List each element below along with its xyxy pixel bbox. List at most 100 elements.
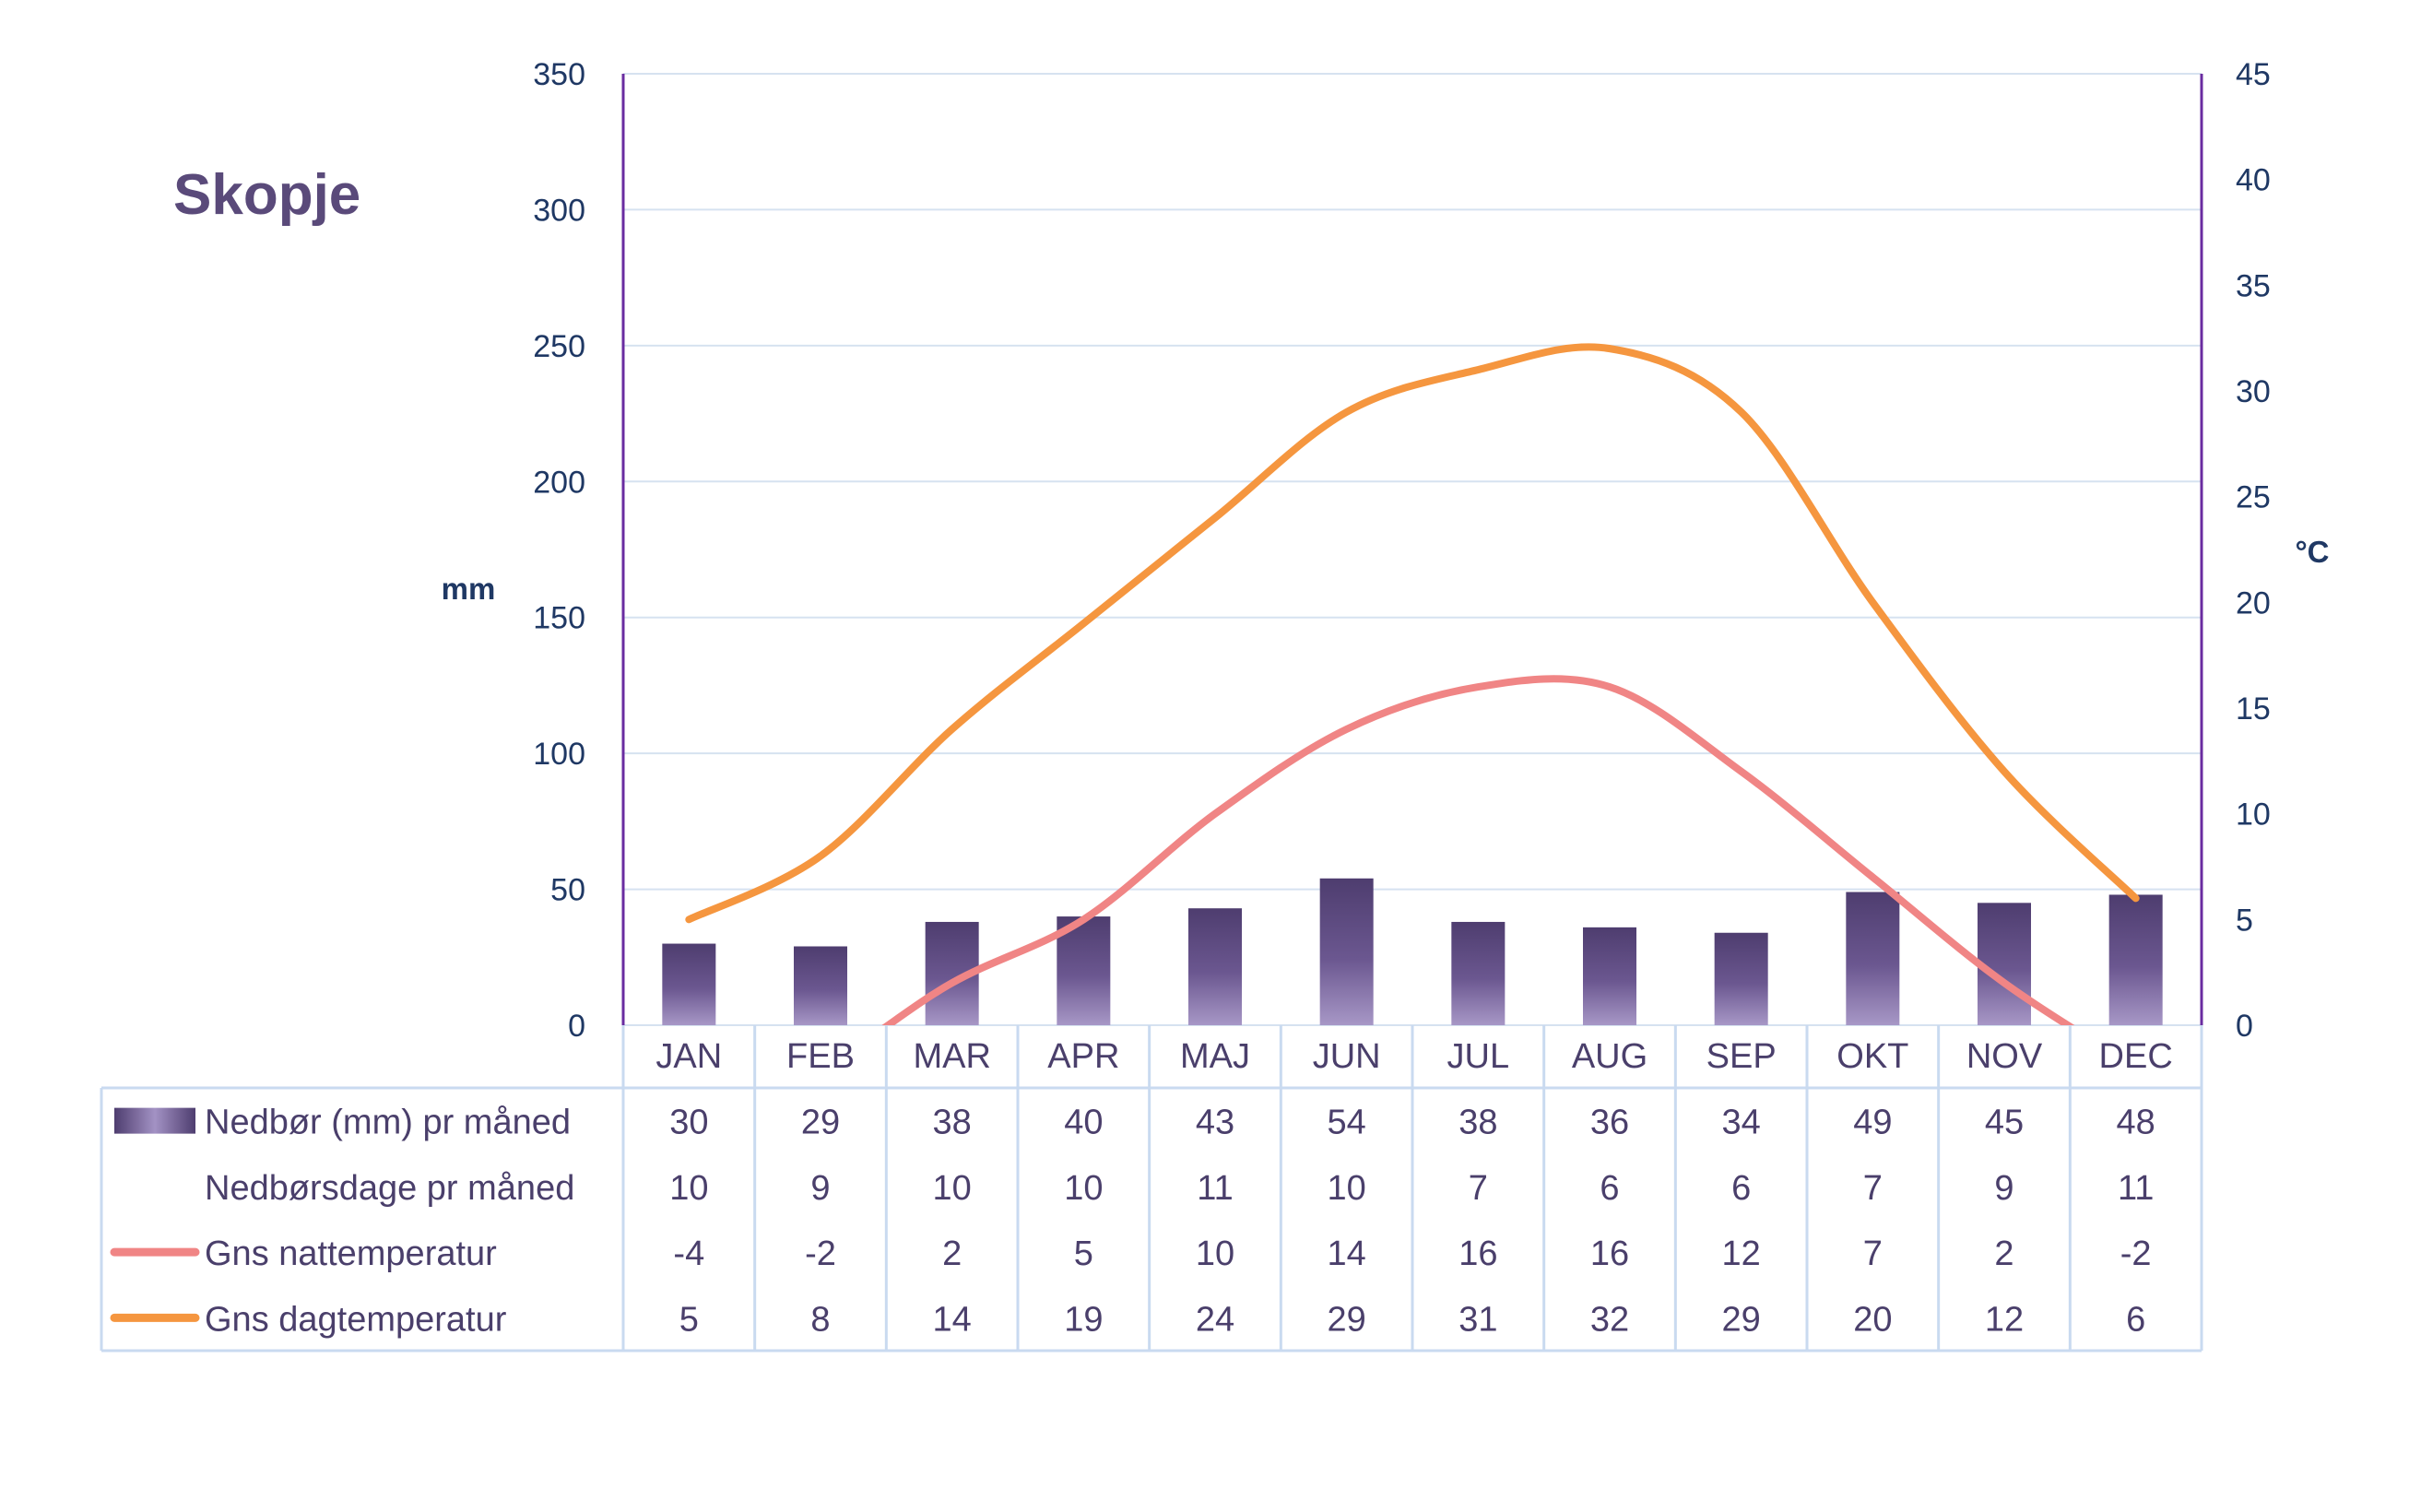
table-value: 5	[679, 1300, 699, 1339]
category-label: AUG	[1572, 1037, 1647, 1076]
table-value: 24	[1196, 1300, 1234, 1339]
precipitation-bar	[1846, 892, 1900, 1025]
table-value: 11	[1197, 1169, 1233, 1208]
precipitation-bar	[1188, 908, 1242, 1025]
table-value: 9	[810, 1169, 830, 1208]
table-value: 14	[933, 1300, 972, 1339]
right-tick-label: 5	[2236, 903, 2253, 938]
table-value: 6	[1600, 1169, 1619, 1208]
left-axis-ticks: 0 50 100 150 200 250 300 350	[533, 57, 585, 1044]
table-value: 12	[1722, 1234, 1761, 1273]
table-value: 6	[1731, 1169, 1751, 1208]
table-value: 20	[1853, 1300, 1892, 1339]
table-value: 16	[1590, 1234, 1629, 1273]
left-tick-label: 50	[550, 873, 585, 908]
category-label: APR	[1047, 1037, 1119, 1076]
gridlines	[623, 73, 2202, 1026]
series-label: Nedbør (mm) pr måned	[205, 1104, 571, 1142]
table-value: 36	[1590, 1104, 1629, 1142]
table-value: 29	[1722, 1300, 1761, 1339]
table-value: 38	[1458, 1104, 1497, 1142]
precipitation-bar	[2108, 894, 2163, 1025]
category-label: NOV	[1966, 1037, 2043, 1076]
table-value: 29	[1328, 1300, 1366, 1339]
table-value: 14	[1328, 1234, 1366, 1273]
category-label: OKT	[1836, 1037, 1908, 1076]
table-value: 31	[1458, 1300, 1497, 1339]
table-value: 19	[1064, 1300, 1103, 1339]
table-value: 6	[2126, 1300, 2145, 1339]
table-value: 2	[1994, 1234, 2013, 1273]
right-axis-ticks: 0 5 10 15 20 25 30 35 40 45	[2236, 57, 2271, 1044]
table-value: 48	[2117, 1104, 2155, 1142]
legend-key-bar	[114, 1107, 195, 1134]
line-gns-dagtemperatur	[685, 343, 2140, 924]
precipitation-bar	[1978, 903, 2031, 1025]
temperature-lines	[685, 343, 2140, 1025]
table-value: 11	[2118, 1169, 2154, 1208]
right-axis-label: °C	[2295, 535, 2329, 569]
table-value: 34	[1722, 1104, 1761, 1142]
right-tick-label: 45	[2236, 57, 2271, 92]
precipitation-bar	[1451, 921, 1506, 1025]
precipitation-bar	[1319, 878, 1374, 1025]
table-value: 32	[1590, 1300, 1629, 1339]
right-tick-label: 30	[2236, 374, 2271, 409]
table-value: 7	[1469, 1169, 1488, 1208]
category-label: JAN	[655, 1037, 722, 1076]
series-label: Nedbørsdage pr måned	[205, 1169, 574, 1208]
table-value: 10	[669, 1169, 708, 1208]
right-tick-label: 0	[2236, 1009, 2253, 1044]
chart-title: Skopje	[173, 163, 360, 227]
data-table: JAN FEB MAR APR MAJ JUN JUL AUG SEP OKT NOV DEC Nedb…	[100, 1025, 2203, 1353]
table-value: 30	[669, 1104, 708, 1142]
table-value: 10	[933, 1169, 972, 1208]
precipitation-bar	[662, 943, 716, 1025]
precipitation-bar	[1057, 916, 1111, 1025]
right-tick-label: 25	[2236, 480, 2271, 515]
left-tick-label: 100	[533, 737, 585, 772]
right-tick-label: 40	[2236, 163, 2271, 198]
category-label: MAR	[913, 1037, 990, 1076]
left-tick-label: 300	[533, 193, 585, 228]
table-value: 10	[1328, 1169, 1366, 1208]
left-tick-label: 150	[533, 601, 585, 636]
category-label: MAJ	[1180, 1037, 1250, 1076]
table-value: 45	[1985, 1104, 2024, 1142]
table-value: 7	[1863, 1169, 1883, 1208]
table-value: 5	[1074, 1234, 1093, 1273]
table-value: 43	[1196, 1104, 1234, 1142]
left-axis-label: mm	[442, 572, 496, 606]
table-value: 29	[801, 1104, 840, 1142]
table-value: 40	[1064, 1104, 1103, 1142]
axes	[621, 74, 2203, 1025]
right-tick-label: 20	[2236, 585, 2271, 620]
precipitation-bar	[794, 946, 847, 1025]
table-value: -2	[2120, 1234, 2152, 1273]
table-value: 12	[1985, 1300, 2024, 1339]
table-value: 10	[1064, 1169, 1103, 1208]
table-value: 16	[1458, 1234, 1497, 1273]
series-label: Gns nattemperatur	[205, 1234, 497, 1273]
precipitation-bar	[1714, 932, 1768, 1025]
category-label: DEC	[2099, 1037, 2173, 1076]
category-label: JUN	[1313, 1037, 1381, 1076]
right-tick-label: 35	[2236, 268, 2271, 303]
right-tick-label: 10	[2236, 797, 2271, 833]
table-value: 38	[933, 1104, 972, 1142]
right-tick-label: 15	[2236, 691, 2271, 726]
category-label: JUL	[1447, 1037, 1510, 1076]
table-value: 9	[1994, 1169, 2013, 1208]
table-value: 54	[1328, 1104, 1366, 1142]
precipitation-bar	[1583, 927, 1636, 1025]
table-value: 2	[942, 1234, 962, 1273]
left-tick-label: 250	[533, 329, 585, 364]
left-tick-label: 200	[533, 465, 585, 500]
category-label: SEP	[1706, 1037, 1777, 1076]
table-value: -4	[673, 1234, 704, 1273]
series-label: Gns dagtemperatur	[205, 1300, 507, 1339]
category-label: FEB	[786, 1037, 855, 1076]
table-value: 7	[1863, 1234, 1883, 1273]
table-value: 10	[1196, 1234, 1234, 1273]
